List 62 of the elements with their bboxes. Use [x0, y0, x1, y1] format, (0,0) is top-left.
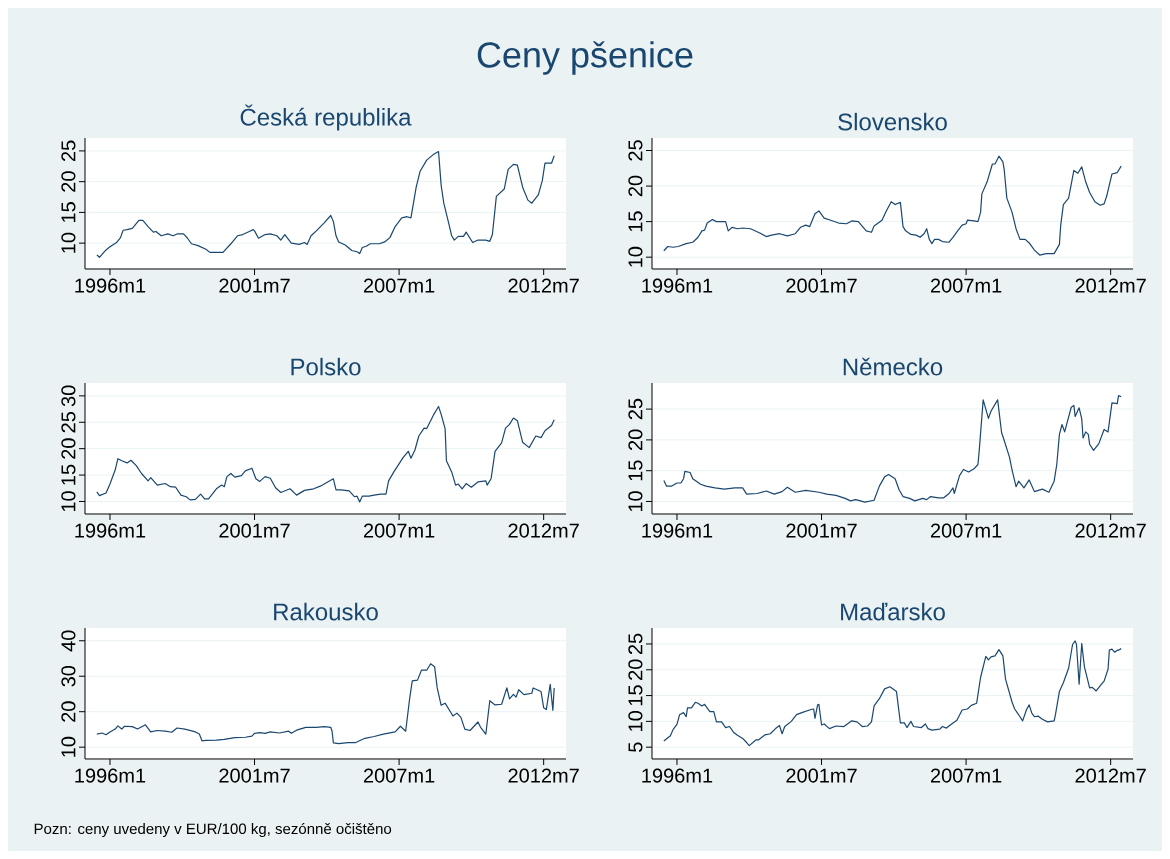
text: Pozn: ceny uvedeny v EUR/100 kg, sezónně očištěno — [34, 822, 392, 838]
y-tick-label: 5 — [628, 742, 643, 752]
y-tick-label: 25 — [61, 411, 76, 433]
x-tick-label: 2007m1 — [363, 768, 435, 783]
x-tick-label: 2012m7 — [508, 523, 579, 538]
y-tick-label: 10 — [628, 491, 643, 512]
y-tick-label: 10 — [628, 711, 643, 731]
y-tick-label: 15 — [61, 464, 76, 485]
y-tick-label: 20 — [61, 171, 76, 192]
y-tick-label: 20 — [628, 429, 643, 451]
y-tick-label: 20 — [628, 175, 643, 197]
x-tick-label: 2001m7 — [219, 278, 290, 293]
chart-title: Německo — [843, 357, 943, 376]
x-tick-label: 1996m1 — [75, 278, 146, 293]
x-tick-label: 1996m1 — [642, 768, 713, 783]
x-tick-label: 2007m1 — [363, 278, 435, 293]
x-tick-label: 2012m7 — [508, 278, 579, 293]
text: Ceny pšenice — [477, 41, 693, 75]
x-tick-label: 2007m1 — [363, 523, 435, 538]
y-tick-label: 10 — [61, 232, 76, 253]
y-tick-label: 20 — [61, 701, 76, 722]
chart-title: Polsko — [291, 357, 361, 376]
x-tick-label: 2007m1 — [930, 278, 1002, 293]
line-series — [96, 663, 555, 745]
x-tick-label: 2001m7 — [219, 768, 290, 783]
y-tick-label: 30 — [61, 385, 76, 407]
line-series — [96, 405, 555, 503]
x-tick-label: 1996m1 — [75, 523, 146, 538]
x-tick-label: 2012m7 — [1075, 768, 1146, 783]
x-tick-label: 1996m1 — [75, 768, 146, 783]
chart-title: Rakousko — [274, 602, 378, 621]
y-tick-label: 10 — [628, 246, 643, 267]
x-tick-label: 2012m7 — [1075, 278, 1146, 293]
y-tick-label: 10 — [61, 491, 76, 512]
y-tick-label: 15 — [61, 202, 76, 223]
chart-title: Česká republika — [240, 104, 412, 131]
x-tick-label: 2007m1 — [930, 523, 1002, 538]
x-tick-label: 2007m1 — [930, 768, 1002, 783]
y-tick-label: 25 — [61, 140, 76, 162]
x-tick-label: 2012m7 — [508, 768, 579, 783]
y-tick-label: 15 — [628, 685, 643, 706]
x-tick-label: 1996m1 — [642, 278, 713, 293]
line-series — [663, 394, 1122, 503]
y-tick-label: 25 — [628, 140, 643, 161]
x-tick-label: 2001m7 — [786, 278, 857, 293]
chart-title: Slovensko — [838, 112, 947, 131]
y-tick-label: 10 — [61, 736, 76, 757]
y-tick-label: 40 — [61, 630, 76, 652]
line-series — [663, 640, 1122, 747]
y-tick-label: 25 — [628, 633, 643, 655]
x-tick-label: 2001m7 — [786, 768, 857, 783]
y-tick-label: 30 — [61, 665, 76, 687]
x-tick-label: 2001m7 — [219, 523, 290, 538]
y-tick-label: 20 — [628, 659, 643, 680]
y-tick-label: 20 — [61, 438, 76, 459]
x-tick-label: 1996m1 — [642, 523, 713, 538]
x-tick-label: 2001m7 — [786, 523, 857, 538]
y-tick-label: 25 — [628, 398, 643, 420]
y-tick-label: 15 — [628, 460, 643, 481]
x-tick-label: 2012m7 — [1075, 523, 1146, 538]
chart-title: Maďarsko — [841, 602, 945, 621]
y-tick-label: 15 — [628, 211, 643, 232]
